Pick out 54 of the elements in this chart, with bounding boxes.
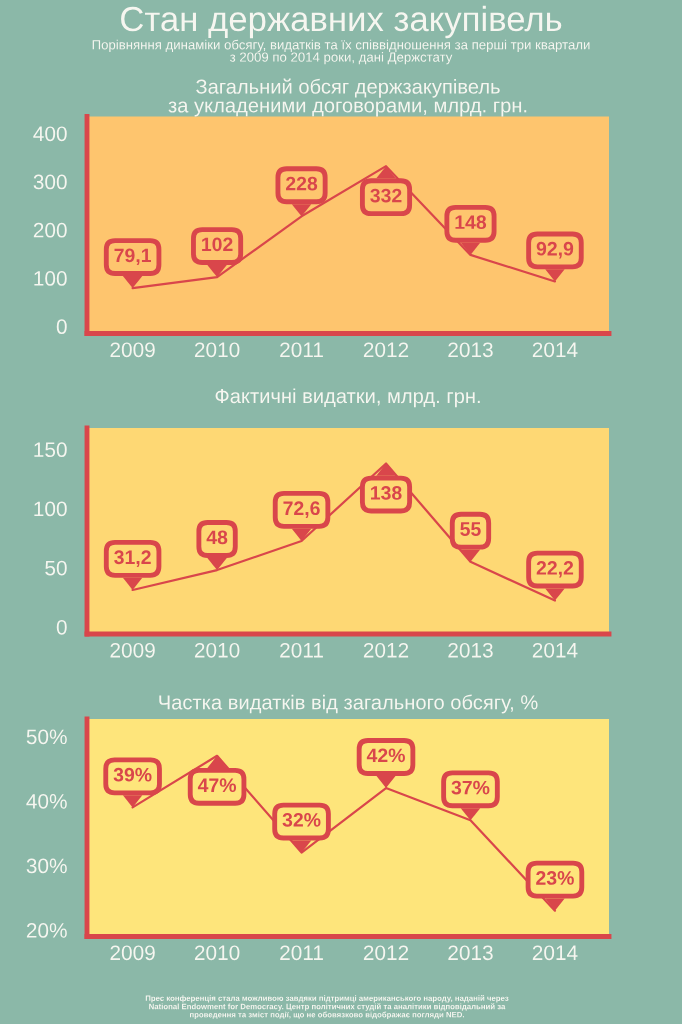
data-label: 138 [371,486,402,500]
x-tick-label: 2014 [532,342,578,358]
data-label: 228 [286,176,318,191]
data-label: 148 [455,215,487,230]
y-tick-label: 50 [45,560,67,576]
x-tick-label: 2012 [363,642,409,658]
x-tick-label: 2011 [280,642,323,658]
data-label: 42% [366,748,405,763]
data-label: 92,9 [536,241,574,259]
chart-title: Фактичні видатки, млрд. грн. [215,388,480,408]
data-label: 47% [197,778,237,793]
y-tick-label: 50% [26,729,67,745]
y-tick-label: 0 [56,619,67,635]
y-tick-label: 100 [34,501,67,517]
data-label: 102 [202,237,233,252]
y-tick-label: 30% [26,858,67,874]
data-label: 37% [451,780,490,795]
y-tick-label: 100 [34,271,67,286]
data-label: 79,1 [114,248,151,266]
x-tick-label: 2013 [448,342,493,358]
data-label: 23% [536,871,574,885]
x-tick-label: 2014 [532,945,578,961]
x-tick-label: 2012 [363,945,409,961]
x-tick-label: 2010 [194,642,240,658]
x-tick-label: 2011 [280,945,323,961]
x-tick-label: 2014 [532,642,578,658]
data-label: 32% [282,812,321,827]
chart-title: Загальний обсяг держзакупівель за укладеними договорами, млрд. грн. [168,78,527,117]
data-label: 72,6 [283,501,320,518]
y-tick-label: 40% [26,793,67,809]
x-tick-label: 2012 [363,342,409,358]
y-tick-label: 400 [33,126,67,142]
data-label: 22,2 [536,561,574,578]
data-label: 332 [370,188,402,203]
x-tick-label: 2011 [280,342,323,358]
data-label: 31,2 [114,550,151,567]
data-label: 39% [113,767,152,782]
y-tick-label: 150 [34,442,67,458]
x-tick-label: 2009 [110,342,155,358]
x-tick-label: 2013 [448,945,493,961]
text: Порівняння динаміки обсягу, видатків та їх співвідношення за перші три квартали з 2009 по 2014 роки, дані Держстату [92,39,590,65]
y-tick-label: 20% [26,923,67,938]
y-tick-label: 0 [56,319,67,335]
chart-title: Частка видатків від загального обсягу, % [159,694,538,714]
y-tick-label: 300 [33,174,67,190]
x-tick-label: 2009 [110,642,155,658]
data-label: 55 [460,522,481,536]
x-tick-label: 2013 [448,642,493,658]
y-tick-label: 200 [33,222,67,238]
text: Стан державних закупівель [121,5,562,39]
x-tick-label: 2010 [194,945,240,961]
x-tick-label: 2010 [194,342,240,358]
data-label: 48 [206,530,228,545]
x-tick-label: 2009 [110,945,155,961]
